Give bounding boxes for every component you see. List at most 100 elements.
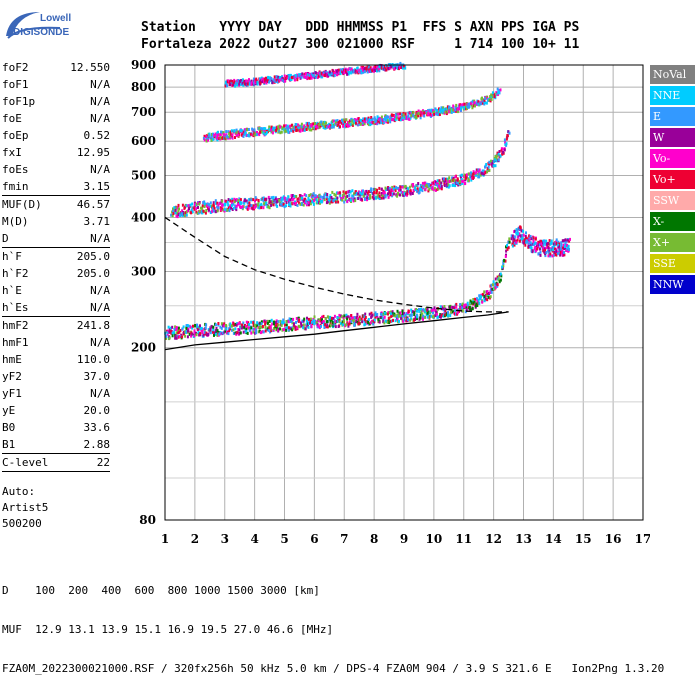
echo-point [322, 120, 325, 124]
echo-point [469, 299, 472, 303]
echo-point [359, 196, 362, 200]
echo-point [239, 198, 242, 202]
echo-point [283, 124, 286, 128]
echo-point [268, 324, 271, 327]
echo-point [551, 254, 554, 258]
echo-point [254, 81, 257, 85]
echo-point [507, 246, 510, 250]
echo-point [523, 238, 526, 242]
echo-point [484, 164, 487, 168]
echo-point [309, 200, 312, 204]
echo-point [409, 189, 412, 193]
echo-point [399, 112, 402, 116]
param-row: foEp 0.52 [2, 127, 110, 144]
echo-point [243, 128, 246, 132]
echo-point [360, 317, 363, 321]
echo-point [345, 69, 348, 73]
echo-point [433, 314, 435, 318]
echo-point [439, 313, 442, 317]
echo-point [362, 314, 365, 318]
echo-point [346, 317, 349, 321]
echo-point [201, 211, 204, 215]
echo-point [208, 134, 211, 138]
echo-point [288, 125, 290, 129]
echo-point [376, 188, 378, 192]
echo-point [181, 203, 184, 207]
echo-point [475, 170, 478, 174]
echo-point [542, 243, 545, 247]
echo-point [382, 121, 385, 125]
echo-point [489, 97, 492, 100]
param-row: fmin 3.15 [2, 178, 110, 195]
echo-point [364, 120, 367, 124]
echo-point [217, 322, 220, 325]
echo-point [452, 310, 454, 314]
echo-point [175, 206, 178, 210]
echo-point [195, 210, 198, 214]
echo-point [373, 191, 376, 194]
echo-point [182, 325, 185, 329]
param-label: M(D) [2, 215, 29, 228]
echo-point [532, 236, 535, 240]
echo-point [440, 181, 443, 185]
echo-point [552, 244, 555, 248]
echo-point [280, 323, 283, 327]
echo-point [399, 65, 401, 69]
echo-point [209, 328, 212, 332]
echo-point [544, 254, 547, 258]
echo-point [187, 327, 190, 331]
echo-point [358, 317, 361, 321]
echo-point [504, 259, 507, 263]
echo-point [342, 124, 345, 128]
echo-point [281, 78, 284, 82]
echo-point [301, 203, 303, 206]
echo-point [443, 305, 446, 308]
echo-point [269, 77, 272, 81]
echo-point [262, 206, 265, 210]
echo-point [393, 67, 396, 71]
echo-point [266, 319, 269, 323]
echo-point [530, 246, 533, 250]
echo-point [546, 242, 548, 246]
echo-point [229, 325, 232, 329]
echo-point [219, 133, 222, 137]
echo-point [283, 327, 286, 331]
echo-point [282, 318, 285, 322]
echo-point [297, 73, 300, 77]
echo-point [342, 71, 345, 75]
param-row: B1 2.88 [2, 436, 110, 453]
echo-point [401, 117, 404, 121]
echo-point [365, 189, 368, 193]
echo-point [466, 173, 468, 177]
echo-point [325, 192, 327, 196]
echo-point [433, 306, 436, 310]
echo-point [177, 209, 180, 213]
echo-point [193, 203, 196, 207]
echo-point [229, 136, 231, 140]
echo-point [566, 243, 569, 247]
echo-point [498, 89, 501, 92]
echo-point [202, 333, 205, 337]
echo-point [353, 316, 356, 319]
echo-point [325, 121, 328, 125]
echo-point [411, 310, 414, 314]
echo-point [195, 333, 198, 337]
echo-point [326, 325, 329, 329]
echo-point [237, 199, 240, 202]
echo-point [200, 326, 203, 330]
echo-point [531, 250, 534, 254]
echo-point [300, 126, 303, 130]
echo-point [303, 72, 306, 76]
echo-point [513, 237, 516, 241]
echo-point [567, 244, 570, 248]
echo-point [264, 320, 267, 324]
echo-point [564, 245, 567, 248]
echo-point [186, 335, 189, 339]
echo-point [342, 316, 345, 320]
echo-point [434, 188, 437, 192]
echo-point [290, 317, 293, 321]
echo-point [380, 115, 383, 119]
echo-point [440, 305, 443, 309]
echo-point [476, 297, 478, 301]
echo-point [343, 192, 346, 196]
